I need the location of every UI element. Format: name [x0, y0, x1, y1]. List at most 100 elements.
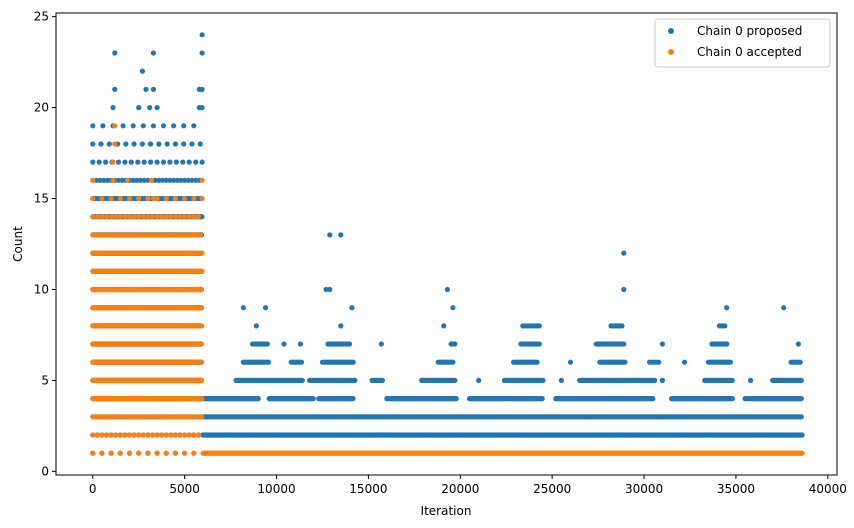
data-point — [567, 359, 574, 365]
data-point — [198, 305, 205, 311]
data-point — [185, 177, 191, 183]
data-point — [198, 414, 205, 420]
data-point — [99, 450, 105, 456]
data-point — [98, 141, 104, 147]
data-point — [198, 359, 205, 365]
data-point — [729, 377, 735, 383]
data-point — [126, 450, 133, 456]
data-point — [149, 432, 156, 438]
data-point — [150, 50, 156, 56]
data-point — [622, 359, 628, 365]
data-point — [534, 359, 540, 365]
data-point — [352, 377, 358, 383]
data-point — [145, 432, 151, 438]
data-point — [130, 123, 136, 129]
data-point — [558, 377, 565, 383]
data-point — [140, 432, 146, 438]
data-point — [197, 141, 203, 147]
data-point — [154, 159, 160, 165]
data-point — [136, 450, 142, 456]
data-point — [349, 305, 355, 311]
data-point — [119, 177, 125, 183]
data-point — [199, 86, 205, 92]
data-point — [798, 414, 804, 420]
data-point — [160, 123, 167, 129]
data-point — [621, 250, 627, 256]
data-point — [150, 123, 156, 129]
data-point — [182, 432, 188, 438]
data-point — [123, 141, 129, 147]
data-point — [178, 177, 184, 183]
data-point — [199, 159, 205, 165]
data-point — [160, 159, 167, 165]
series-1 — [90, 123, 805, 456]
data-point — [108, 432, 114, 438]
data-point — [327, 286, 333, 293]
data-point — [143, 86, 149, 92]
data-point — [797, 359, 803, 365]
data-point — [452, 377, 458, 383]
data-point — [131, 432, 137, 438]
data-point — [122, 432, 128, 438]
data-point — [113, 432, 119, 438]
data-point — [90, 141, 96, 147]
data-point — [346, 341, 353, 347]
data-point — [90, 123, 96, 129]
data-point — [650, 396, 656, 402]
data-point — [177, 432, 183, 438]
data-point — [135, 159, 141, 165]
data-point — [171, 123, 177, 129]
data-point — [378, 341, 384, 347]
data-point — [167, 159, 173, 165]
data-point — [97, 177, 103, 183]
data-point — [327, 232, 333, 238]
data-point — [154, 450, 160, 456]
data-point — [160, 177, 166, 183]
data-point — [136, 105, 142, 111]
data-point — [297, 341, 303, 347]
data-point — [452, 341, 458, 347]
data-point — [781, 305, 787, 311]
data-point — [117, 450, 123, 456]
data-point — [450, 359, 456, 365]
data-point — [108, 450, 114, 456]
data-point — [798, 396, 804, 402]
data-point — [101, 177, 107, 183]
data-point — [539, 396, 545, 402]
data-point — [172, 141, 178, 147]
data-point — [198, 377, 205, 383]
data-point — [126, 432, 133, 438]
data-point — [323, 286, 329, 293]
data-point — [156, 141, 162, 147]
data-point — [136, 432, 142, 438]
data-point — [621, 286, 627, 293]
data-point — [150, 86, 156, 92]
data-point — [262, 305, 269, 311]
data-point — [540, 377, 546, 383]
data-point — [182, 177, 188, 183]
data-point — [681, 359, 688, 365]
data-point — [799, 432, 805, 438]
data-point — [172, 450, 178, 456]
data-point — [112, 86, 118, 92]
data-point — [186, 432, 192, 438]
data-point — [444, 286, 450, 293]
data-point — [137, 177, 144, 183]
data-point — [148, 159, 154, 165]
data-point — [110, 105, 116, 111]
data-point — [90, 432, 96, 438]
data-point — [281, 341, 287, 347]
data-point — [265, 359, 271, 365]
data-point — [199, 105, 205, 111]
data-point — [748, 377, 754, 383]
data-point — [148, 141, 154, 147]
data-point — [130, 177, 136, 183]
data-point — [199, 32, 205, 38]
data-point — [240, 305, 246, 311]
data-point — [536, 323, 542, 329]
data-point — [182, 450, 188, 456]
data-point — [659, 341, 666, 347]
data-point — [167, 177, 173, 183]
data-point — [106, 141, 112, 147]
